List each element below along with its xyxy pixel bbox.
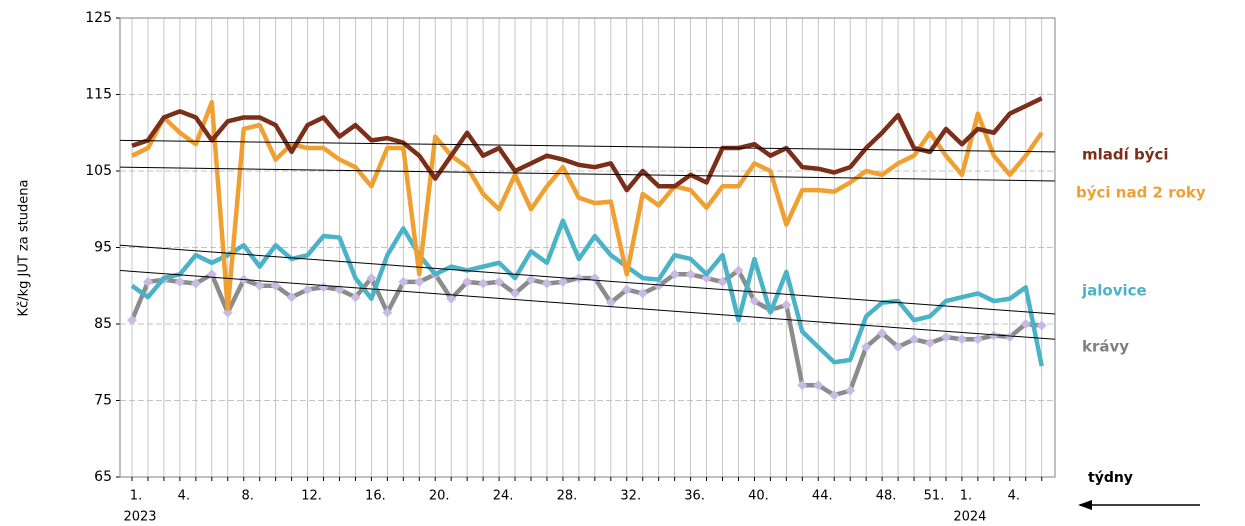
year-label: 2023 [123,510,156,525]
x-tick-label: 8. [242,489,254,504]
legend-label: jalovice [1081,282,1147,300]
x-tick-label: 32. [620,489,641,504]
series-line [131,96,1043,193]
y-tick-label: 65 [94,469,112,485]
marker [510,288,521,299]
marker [877,328,888,339]
marker [781,299,792,310]
marker [956,334,967,345]
marker [717,276,728,287]
marker [701,273,712,284]
y-tick-label: 75 [94,393,112,409]
marker [1004,332,1015,343]
marker [174,276,185,287]
x-tick-label: 1. [130,489,142,504]
marker [222,307,233,318]
marker [526,274,536,285]
marker [940,332,951,343]
marker [621,284,632,295]
marker [988,330,999,341]
marker [478,278,489,289]
marker [1020,319,1031,329]
marker [573,273,584,284]
series-line [129,268,1042,398]
marker [557,276,568,287]
marker [414,276,425,287]
y-tick-label: 105 [85,163,112,179]
x-tick-label: 16. [365,489,386,504]
marker [366,273,377,284]
x-tick-label: 51. [924,489,945,504]
marker [286,292,297,303]
x-tick-label: 4. [178,489,190,504]
trend-line [119,166,1056,182]
y-tick-label: 85 [94,316,112,332]
marker [142,276,153,287]
x-tick-label: 44. [812,489,833,504]
x-tick-label: 12. [301,489,322,504]
x-tick-label: 1. [960,489,972,504]
plot-frame [119,17,1056,478]
trend-line [119,139,1056,153]
year-label: 2024 [953,510,986,525]
trend-line [119,244,1056,315]
marker [813,380,824,391]
legend-label: krávy [1082,338,1129,356]
marker [637,288,648,299]
marker [398,276,409,287]
marker [382,307,393,318]
marker [270,280,281,291]
legend-label: býci nad 2 roky [1076,184,1206,202]
legend-label: mladí býci [1082,146,1169,164]
marker [829,390,840,401]
marker [318,282,329,293]
marker [925,338,935,349]
series-line [131,99,1044,311]
marker [350,292,361,303]
y-tick-label: 115 [85,87,112,103]
marker [861,341,872,352]
marker [494,276,505,287]
x-tick-label: 48. [876,489,897,504]
y-tick-label: 95 [94,240,112,256]
marker [254,280,265,291]
y-tick-label: 125 [85,10,112,26]
marker [190,278,201,289]
marker [462,276,473,287]
marker [302,284,313,295]
x-tick-label: 4. [1008,489,1020,504]
marker [127,315,137,326]
marker [653,280,664,291]
y-axis-label: Kč/kg JUT za studena [17,180,32,317]
marker [541,278,552,289]
marker [893,341,904,352]
x-tick-label: 24. [493,489,514,504]
marker [845,385,856,396]
marker [749,296,760,307]
marker [972,334,983,345]
marker [685,269,696,280]
arrow-head [1078,500,1092,510]
x-tick-label: 40. [748,489,769,504]
marker [669,269,680,280]
x-tick-label: 20. [429,489,450,504]
marker [605,297,616,308]
x-axis-label: týdny [1088,470,1133,486]
marker [1036,320,1047,331]
marker [909,334,920,345]
x-tick-label: 28. [557,489,578,504]
marker [733,265,744,276]
marker [446,293,457,304]
trend-line [119,269,1056,340]
marker [797,380,808,391]
x-tick-label: 36. [684,489,705,504]
